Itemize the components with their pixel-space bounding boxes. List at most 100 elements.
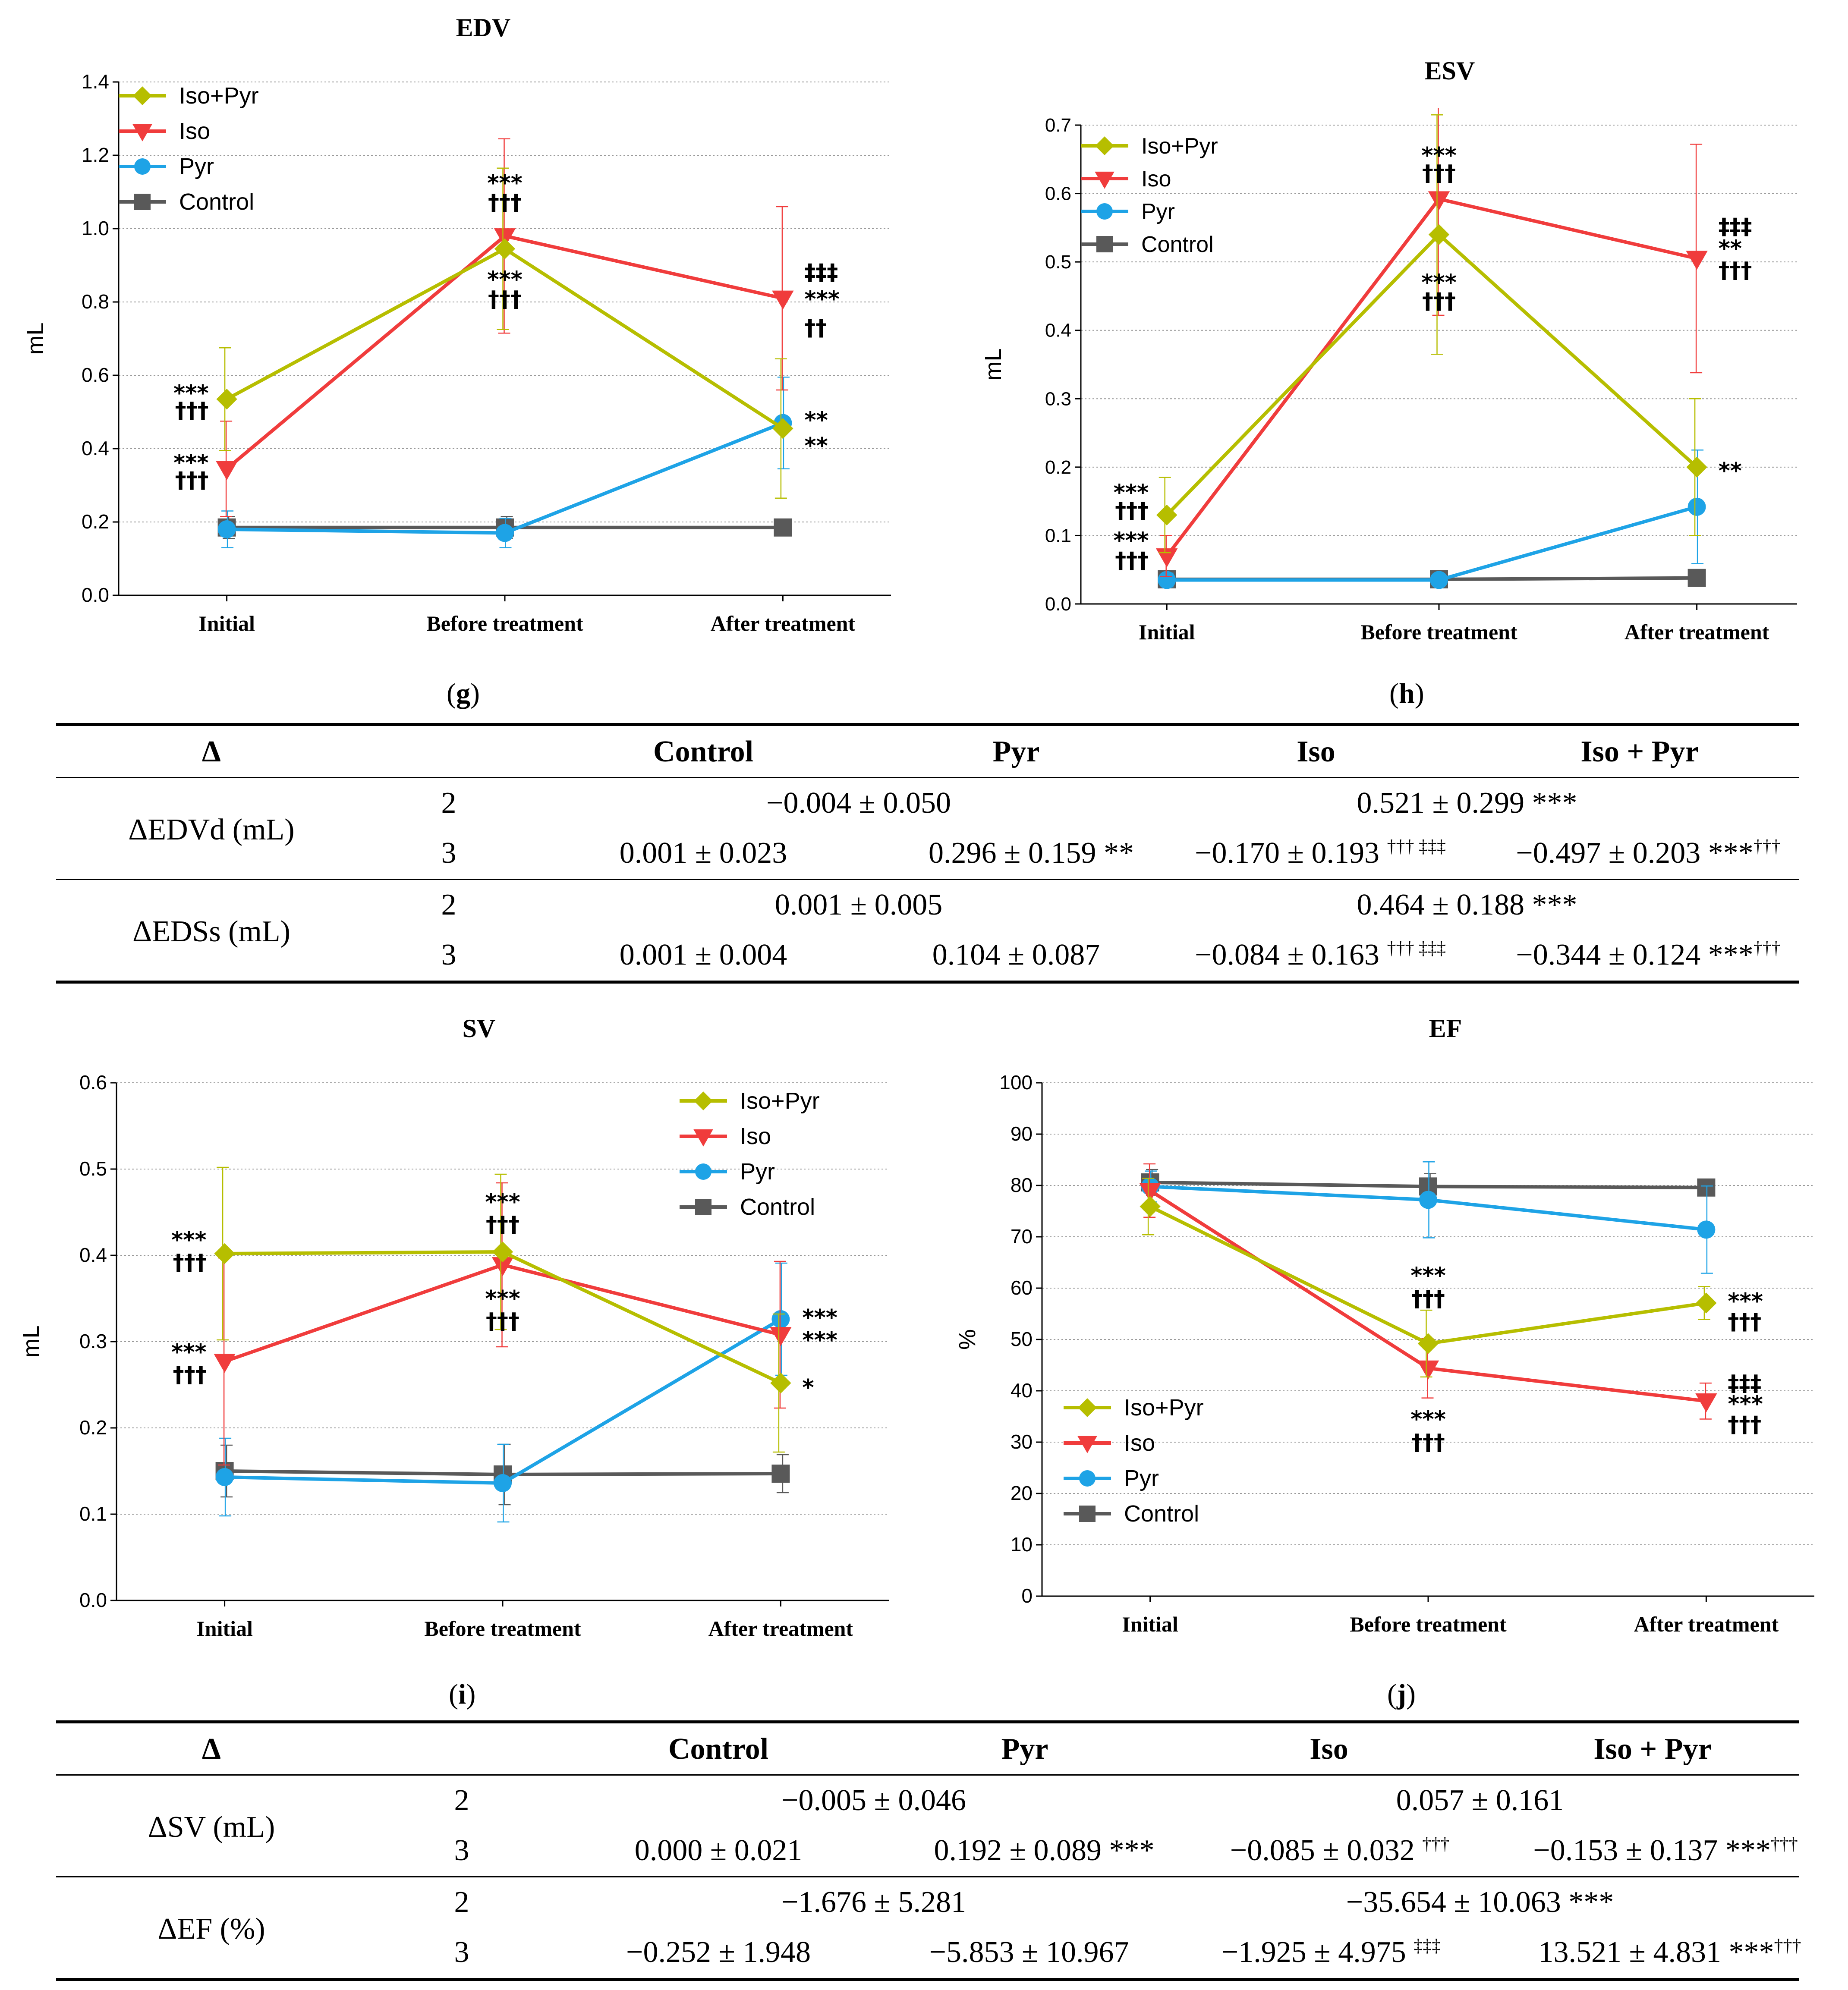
plot-area: 0.0 0.2 0.4 0.6 0.8 1.0 1.2 1.4 mL Initial Before …	[26, 70, 891, 635]
significance-annotation: ***	[804, 286, 840, 312]
y-tick-label: 0.2	[79, 1416, 107, 1439]
table-header: Δ Control Pyr Iso Iso + Pyr	[56, 726, 1799, 778]
legend-marker	[1078, 1398, 1097, 1417]
table-header-delta: Δ	[202, 735, 221, 768]
legend-marker	[134, 194, 151, 210]
significance-annotation: ***	[1410, 1263, 1446, 1289]
significance-annotation: ***	[1421, 270, 1457, 296]
y-tick-label: 1.2	[82, 144, 109, 166]
y-tick-label: 0.8	[82, 290, 109, 313]
x-tick-label: After treatment	[1634, 1612, 1779, 1636]
data-point	[1430, 571, 1448, 589]
legend-label: Pyr	[740, 1159, 775, 1185]
legend-label: Iso	[1124, 1430, 1155, 1456]
significance-annotation: ***	[173, 450, 209, 476]
significance-annotation: **	[1719, 236, 1742, 261]
data-point	[496, 524, 514, 542]
significance-annotation: *	[802, 1375, 814, 1401]
significance-annotation: ***	[485, 1286, 520, 1312]
row-value: 0.001 ± 0.005	[774, 888, 943, 921]
y-tick-label: 30	[1011, 1430, 1033, 1453]
plot-area: 0.0 0.1 0.2 0.3 0.4 0.5 0.6 mL Initial Before tre…	[18, 1071, 889, 1641]
panel-label-i: (i)	[449, 1679, 476, 1710]
legend-marker	[1095, 171, 1114, 189]
y-tick-label: 0.4	[79, 1244, 107, 1266]
series-iso-pyr	[1156, 114, 1707, 553]
significance-annotation: †††	[486, 1308, 519, 1334]
data-point	[774, 518, 792, 537]
chart-ef: 0 10 20 30 40 50 60 70 80 90 100% Initial Before tre…	[958, 1071, 1814, 1636]
row-label: ΔEF (%)	[157, 1912, 265, 1946]
legend: Iso+Pyr Iso Pyr Control	[680, 1088, 820, 1220]
x-tick-label: Before treatment	[1360, 620, 1517, 644]
legend-marker	[1079, 1506, 1096, 1522]
row-value: −0.170 ± 0.193 ††† ‡‡‡	[1195, 836, 1446, 870]
legend-label: Control	[1141, 232, 1214, 257]
row-value: 0.001 ± 0.023	[619, 836, 787, 870]
x-tick-label: Initial	[198, 611, 255, 635]
significance-annotation: ***	[1421, 143, 1457, 169]
data-point	[771, 1465, 790, 1483]
row-value: 0.001 ± 0.004	[619, 938, 787, 971]
data-point	[1417, 1360, 1439, 1380]
y-tick-label: 1.0	[82, 217, 109, 239]
legend-label: Iso	[1141, 167, 1171, 192]
row-value: 0.057 ± 0.161	[1396, 1784, 1564, 1817]
significance-annotation: ***	[487, 170, 523, 196]
row-index: 3	[441, 938, 456, 971]
y-tick-label: 0.5	[1045, 252, 1071, 273]
significance-annotation: †††	[173, 1362, 207, 1388]
y-tick-label: 100	[999, 1071, 1033, 1094]
row-index: 2	[441, 786, 456, 820]
data-point	[770, 1372, 791, 1394]
x-tick-label: Initial	[1122, 1612, 1178, 1636]
y-tick-label: 0.0	[79, 1589, 107, 1611]
y-tick-label: 0.3	[1045, 388, 1071, 409]
legend-label: Pyr	[1124, 1465, 1159, 1491]
panel-label-g: (g)	[447, 678, 480, 709]
significance-annotation: †††	[1728, 1309, 1761, 1335]
chart-title-ef: EF	[1429, 1014, 1462, 1043]
data-point	[1686, 456, 1707, 478]
table-header-pyr: Pyr	[1001, 1732, 1048, 1766]
x-tick-label: Before treatment	[426, 611, 583, 635]
row-index: 2	[454, 1784, 469, 1817]
significance-annotation: ***	[1410, 1406, 1446, 1432]
y-tick-label: 0.4	[1045, 320, 1071, 341]
significance-annotation: ***	[1114, 480, 1149, 506]
y-tick-label: 0.2	[1045, 457, 1071, 478]
legend-label: Iso	[740, 1123, 771, 1149]
y-tick-label: 0.6	[79, 1071, 107, 1094]
legend: Iso+Pyr Iso Pyr Control	[1064, 1395, 1204, 1527]
legend-label: Pyr	[1141, 199, 1175, 224]
legend-label: Iso+Pyr	[1141, 134, 1218, 159]
y-axis-label: mL	[26, 322, 48, 355]
data-point	[1158, 571, 1176, 589]
row-value: −1.676 ± 5.281	[781, 1886, 966, 1919]
legend-marker	[1096, 203, 1113, 220]
data-point	[1139, 1183, 1161, 1202]
chart-title-esv: ESV	[1424, 57, 1475, 85]
significance-annotation: ***	[171, 1339, 207, 1365]
y-tick-label: 1.4	[82, 70, 109, 93]
significance-annotation: ***	[487, 267, 523, 292]
significance-annotation: †††	[1411, 1286, 1445, 1312]
legend-marker	[132, 124, 152, 141]
table-header-iso: Iso	[1297, 735, 1335, 768]
row-label: ΔEDVd (mL)	[128, 813, 295, 846]
series-iso-pyr	[214, 1166, 791, 1453]
x-tick-label: After treatment	[1624, 620, 1769, 644]
x-tick-label: Before treatment	[424, 1616, 581, 1641]
significance-annotation: ††	[804, 315, 827, 341]
row-index: 2	[454, 1886, 469, 1919]
data-point	[1417, 1333, 1439, 1354]
y-tick-label: 0.0	[82, 584, 109, 606]
row-index: 2	[441, 888, 456, 921]
series-iso-pyr	[216, 167, 793, 499]
data-point	[1419, 1191, 1437, 1209]
legend-marker	[1079, 1470, 1096, 1487]
significance-annotation: †††	[1422, 160, 1456, 186]
series-line	[1165, 197, 1697, 557]
legend: Iso+Pyr Iso Pyr Control	[119, 83, 259, 215]
legend-marker	[693, 1129, 713, 1147]
